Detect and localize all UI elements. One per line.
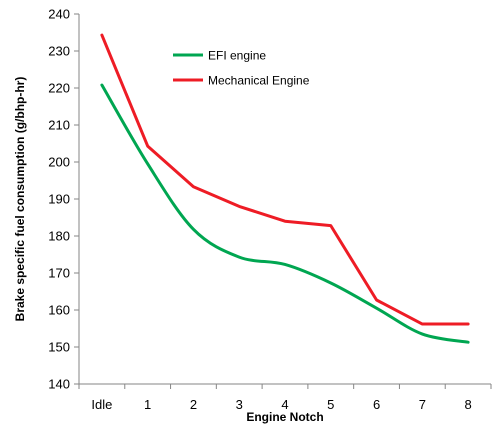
series-layer [100, 33, 470, 344]
x-tick-label: 4 [281, 397, 288, 412]
legend-label-mechanical-engine: Mechanical Engine [208, 74, 310, 88]
y-tick-label: 230 [48, 44, 70, 59]
x-tick-label: Idle [91, 397, 112, 412]
y-tick-label: 170 [48, 266, 70, 281]
x-axis-ticks: Idle 1 2 3 4 5 6 7 8 [78, 384, 492, 412]
x-tick-label: 5 [327, 397, 334, 412]
legend-label-efi-engine: EFI engine [208, 49, 266, 63]
x-tick-label: 1 [144, 397, 151, 412]
x-tick-label: 7 [419, 397, 426, 412]
y-tick-label: 140 [48, 377, 70, 392]
y-tick-label: 220 [48, 81, 70, 96]
y-tick-label: 200 [48, 155, 70, 170]
legend: EFI engine Mechanical Engine [173, 49, 310, 88]
x-axis-title: Engine Notch [246, 410, 323, 424]
y-tick-label: 180 [48, 229, 70, 244]
series-line-efi-engine [100, 83, 470, 344]
plot-area [78, 14, 491, 385]
y-axis-ticks: 140 150 160 170 180 190 200 210 220 230 240 [48, 7, 79, 392]
y-tick-label: 240 [48, 7, 70, 22]
y-axis-title: Brake specific fuel consumption (g/bhp-h… [13, 77, 27, 322]
y-tick-label: 150 [48, 340, 70, 355]
x-tick-label: 3 [236, 397, 243, 412]
y-tick-label: 190 [48, 192, 70, 207]
y-tick-label: 210 [48, 118, 70, 133]
x-tick-label: 8 [464, 397, 471, 412]
x-tick-label: 6 [373, 397, 380, 412]
y-tick-label: 160 [48, 303, 70, 318]
x-tick-label: 2 [190, 397, 197, 412]
